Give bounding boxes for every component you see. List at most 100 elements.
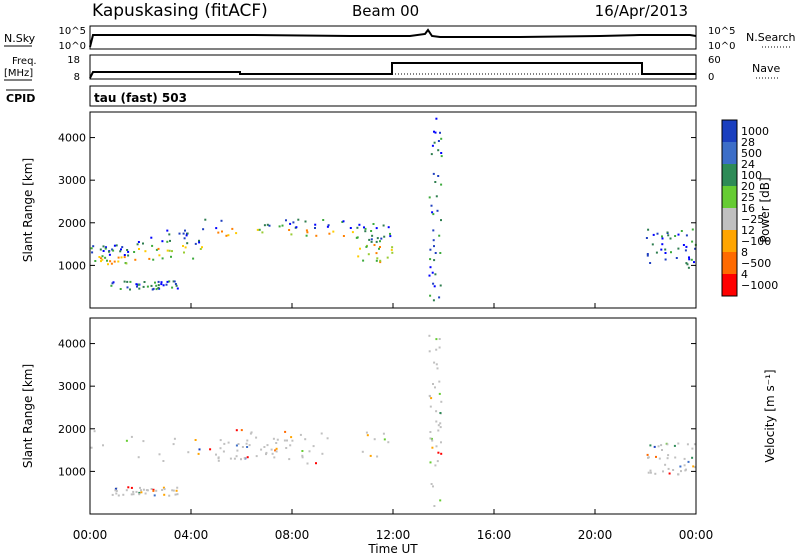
velocity-cell <box>683 464 686 467</box>
power-cell <box>126 286 129 289</box>
power-cell <box>688 258 691 261</box>
velocity-cell <box>679 465 682 468</box>
velocity-cell <box>428 350 431 353</box>
velocity-cell <box>111 493 114 496</box>
power-cell <box>160 283 163 286</box>
velocity-cell <box>132 490 135 493</box>
power-cell <box>357 255 360 258</box>
velocity-cell <box>431 439 434 442</box>
velocity-ytick-label: 2000 <box>58 423 86 436</box>
velocity-cell <box>667 467 670 470</box>
velocity-cell <box>138 493 141 496</box>
velocity-cell <box>435 338 438 341</box>
power-cell <box>199 248 202 250</box>
power-cell <box>438 296 441 299</box>
velocity-cell <box>219 439 222 442</box>
power-cell <box>434 131 437 134</box>
power-cell <box>258 228 261 231</box>
velocity-cell <box>691 447 694 450</box>
power-cell <box>326 225 329 228</box>
power-cell <box>432 229 435 232</box>
velocity-frame <box>89 317 697 515</box>
power-cell <box>231 227 234 230</box>
power-cell <box>439 284 442 287</box>
velocity-cell <box>432 383 434 385</box>
velocity-cell <box>90 446 93 449</box>
velocity-cell <box>434 464 437 467</box>
power-cell <box>198 239 200 242</box>
nsearch-tick-low: 10^0 <box>708 41 735 52</box>
power-cell <box>379 246 381 248</box>
velocity-cell <box>197 452 200 455</box>
power-cell <box>434 273 437 276</box>
power-cell <box>433 130 435 133</box>
velocity-cell <box>646 453 649 456</box>
power-cell <box>144 250 147 253</box>
velocity-cell <box>265 451 268 454</box>
power-cell <box>391 246 394 249</box>
velocity-cell <box>655 455 657 458</box>
velocity-cell <box>438 392 441 395</box>
velocity-cell <box>301 454 304 457</box>
velocity-cell <box>275 447 278 450</box>
power-cell <box>125 262 128 265</box>
velocity-cell <box>145 489 148 492</box>
power-cell <box>693 261 695 264</box>
power-cell <box>289 222 292 225</box>
velocity-cell <box>102 444 104 447</box>
velocity-cell <box>438 346 441 349</box>
power-cell <box>126 249 129 251</box>
velocity-cell <box>685 468 687 471</box>
velocity-cell <box>163 493 166 496</box>
power-cell <box>391 251 394 254</box>
velocity-cell <box>263 446 266 448</box>
power-cell <box>110 284 113 287</box>
velocity-cell <box>369 454 372 457</box>
power-y-axis: 1000 2000 3000 4000 <box>58 132 696 272</box>
power-cell <box>204 218 207 221</box>
velocity-cell <box>436 460 439 463</box>
velocity-cell <box>241 446 244 448</box>
nsky-label: N.Sky <box>4 32 36 45</box>
power-cell <box>107 263 109 266</box>
velocity-cell <box>246 439 249 442</box>
power-cell <box>148 257 151 260</box>
velocity-cell <box>161 489 164 491</box>
power-cell <box>439 131 441 134</box>
velocity-cell <box>361 450 364 453</box>
power-cell <box>370 230 373 232</box>
power-cell <box>102 250 105 252</box>
power-cell <box>682 244 685 246</box>
velocity-cell <box>246 446 249 448</box>
power-cell <box>157 280 160 283</box>
velocity-cell <box>661 449 663 451</box>
velocity-cell <box>430 397 433 400</box>
velocity-cell <box>235 455 238 458</box>
power-cell <box>297 218 300 221</box>
power-cell <box>178 232 181 235</box>
power-cell <box>664 258 667 261</box>
velocity-cell <box>275 450 278 453</box>
velocity-ylabel: Slant Range [km] <box>21 364 35 468</box>
power-cell <box>370 240 373 243</box>
power-cell <box>362 259 365 262</box>
velocity-colorbar-tick: −100 <box>741 235 771 248</box>
power-cell <box>322 219 325 221</box>
velocity-cell <box>674 456 677 459</box>
power-cell <box>92 245 95 248</box>
x-tick-label: 16:00 <box>477 528 512 542</box>
velocity-colorbar-frame <box>721 119 738 297</box>
power-cell <box>664 248 667 251</box>
velocity-cell <box>667 454 670 457</box>
power-cell <box>355 236 358 239</box>
velocity-colorbar-tick: −500 <box>741 257 771 270</box>
velocity-cell <box>219 447 222 450</box>
power-colorbar-tick: 20 <box>741 180 755 193</box>
velocity-colorbar: 1000 500 100 25 −25 −100 −500 −1000 <box>721 119 778 297</box>
velocity-cell <box>138 491 141 494</box>
velocity-cell <box>237 443 240 445</box>
velocity-cell <box>240 458 242 461</box>
velocity-cell <box>153 494 156 497</box>
velocity-cell <box>668 472 671 475</box>
power-cell <box>432 239 435 242</box>
